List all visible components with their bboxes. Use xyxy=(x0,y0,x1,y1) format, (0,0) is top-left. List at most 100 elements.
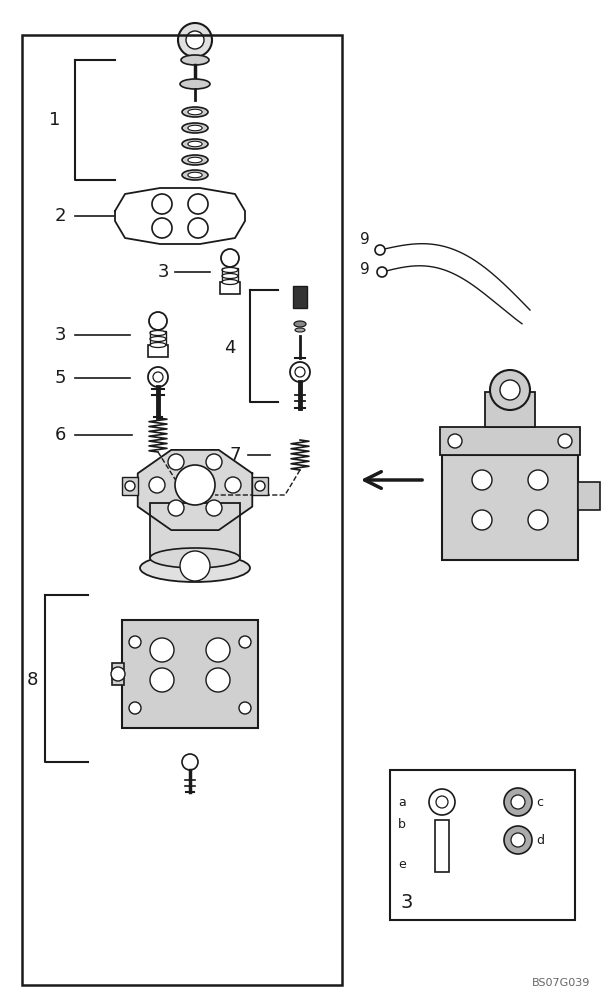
Circle shape xyxy=(528,470,548,490)
Bar xyxy=(390,770,575,920)
Circle shape xyxy=(221,249,239,267)
Bar xyxy=(485,392,535,427)
Circle shape xyxy=(188,194,208,214)
Ellipse shape xyxy=(182,107,208,117)
Ellipse shape xyxy=(188,141,202,147)
Text: 3: 3 xyxy=(400,893,413,912)
Bar xyxy=(442,455,578,560)
Circle shape xyxy=(152,218,172,238)
Circle shape xyxy=(255,481,265,491)
Text: BS07G039: BS07G039 xyxy=(532,978,590,988)
Circle shape xyxy=(180,551,210,581)
Circle shape xyxy=(168,500,184,516)
Circle shape xyxy=(472,470,492,490)
Bar xyxy=(293,286,307,308)
Text: 6: 6 xyxy=(54,426,66,444)
Circle shape xyxy=(206,454,222,470)
Circle shape xyxy=(206,668,230,692)
Circle shape xyxy=(504,788,532,816)
Text: 7: 7 xyxy=(230,446,241,464)
Circle shape xyxy=(429,789,455,815)
Circle shape xyxy=(148,367,168,387)
Circle shape xyxy=(150,638,174,662)
Polygon shape xyxy=(115,188,245,244)
Text: c: c xyxy=(536,796,543,808)
Text: 5: 5 xyxy=(54,369,66,387)
Text: 3: 3 xyxy=(54,326,66,344)
Circle shape xyxy=(472,510,492,530)
Circle shape xyxy=(188,218,208,238)
Bar xyxy=(252,477,268,495)
Bar xyxy=(440,427,580,455)
Ellipse shape xyxy=(188,172,202,178)
Circle shape xyxy=(206,638,230,662)
Text: 9: 9 xyxy=(360,262,370,277)
Bar xyxy=(578,482,600,510)
Ellipse shape xyxy=(182,170,208,180)
Bar xyxy=(112,663,124,685)
Circle shape xyxy=(129,636,141,648)
Bar xyxy=(220,282,240,294)
Circle shape xyxy=(186,31,204,49)
Circle shape xyxy=(225,477,241,493)
Text: 4: 4 xyxy=(224,339,236,357)
Circle shape xyxy=(129,702,141,714)
Bar xyxy=(122,620,258,728)
Circle shape xyxy=(511,833,525,847)
Ellipse shape xyxy=(294,321,306,327)
Circle shape xyxy=(377,267,387,277)
Ellipse shape xyxy=(182,155,208,165)
Circle shape xyxy=(528,510,548,530)
Text: a: a xyxy=(398,796,406,808)
Text: 2: 2 xyxy=(54,207,66,225)
Circle shape xyxy=(375,245,385,255)
Ellipse shape xyxy=(150,330,166,336)
Circle shape xyxy=(290,362,310,382)
Ellipse shape xyxy=(180,79,210,89)
Circle shape xyxy=(178,23,212,57)
Ellipse shape xyxy=(188,109,202,115)
Ellipse shape xyxy=(182,139,208,149)
Ellipse shape xyxy=(181,55,209,65)
Circle shape xyxy=(448,434,462,448)
Ellipse shape xyxy=(150,336,166,342)
Circle shape xyxy=(239,636,251,648)
Text: e: e xyxy=(398,858,406,871)
Circle shape xyxy=(511,795,525,809)
Circle shape xyxy=(168,454,184,470)
Text: d: d xyxy=(536,834,544,846)
Circle shape xyxy=(239,702,251,714)
Ellipse shape xyxy=(140,554,250,582)
Bar xyxy=(22,35,342,985)
Ellipse shape xyxy=(182,123,208,133)
Text: 3: 3 xyxy=(157,263,169,281)
Circle shape xyxy=(149,477,165,493)
Text: 1: 1 xyxy=(50,111,60,129)
Circle shape xyxy=(504,826,532,854)
Circle shape xyxy=(206,500,222,516)
Circle shape xyxy=(558,434,572,448)
Bar xyxy=(122,477,138,495)
Circle shape xyxy=(149,312,167,330)
Ellipse shape xyxy=(150,548,240,568)
Text: 8: 8 xyxy=(27,671,37,689)
Polygon shape xyxy=(138,450,252,530)
Circle shape xyxy=(125,481,135,491)
Ellipse shape xyxy=(188,125,202,131)
Bar xyxy=(150,503,240,558)
Ellipse shape xyxy=(295,328,305,332)
Ellipse shape xyxy=(222,273,238,278)
Circle shape xyxy=(150,668,174,692)
Circle shape xyxy=(111,667,125,681)
Text: 9: 9 xyxy=(360,232,370,247)
Circle shape xyxy=(175,465,215,505)
Circle shape xyxy=(490,370,530,410)
Bar xyxy=(150,331,166,347)
Bar xyxy=(435,820,449,872)
Circle shape xyxy=(152,194,172,214)
Ellipse shape xyxy=(222,267,238,272)
Text: b: b xyxy=(398,818,406,832)
Ellipse shape xyxy=(150,342,166,348)
Ellipse shape xyxy=(222,279,238,284)
Circle shape xyxy=(500,380,520,400)
